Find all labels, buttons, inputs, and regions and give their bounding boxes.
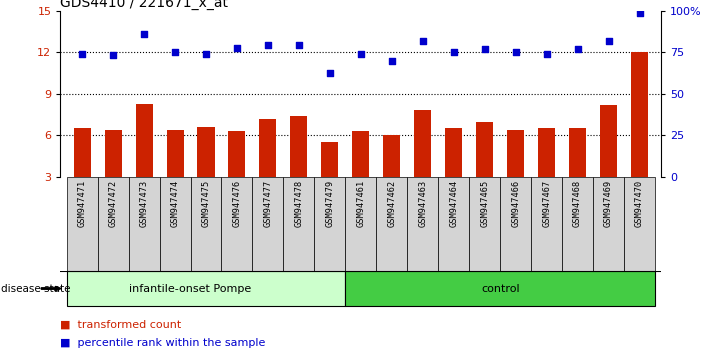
Bar: [166, 130, 183, 177]
Point: [417, 38, 429, 44]
Bar: [198, 127, 215, 177]
Bar: [74, 129, 90, 177]
Text: control: control: [481, 284, 520, 293]
Text: GSM947462: GSM947462: [387, 180, 396, 227]
Bar: [624, 177, 655, 271]
Text: GSM947475: GSM947475: [201, 180, 210, 227]
Point: [324, 70, 336, 76]
Bar: [191, 177, 221, 271]
Bar: [415, 110, 432, 177]
Bar: [445, 129, 462, 177]
Text: ■  transformed count: ■ transformed count: [60, 319, 182, 330]
Bar: [376, 177, 407, 271]
Bar: [501, 177, 531, 271]
Text: GSM947474: GSM947474: [171, 180, 179, 227]
Bar: [631, 52, 648, 177]
Text: disease state: disease state: [1, 284, 71, 293]
Bar: [469, 177, 501, 271]
Text: GSM947461: GSM947461: [356, 180, 365, 227]
Text: GSM947467: GSM947467: [542, 180, 551, 227]
Point: [231, 45, 242, 51]
Bar: [252, 177, 284, 271]
Bar: [353, 131, 369, 177]
Text: GSM947472: GSM947472: [109, 180, 117, 227]
Text: GSM947469: GSM947469: [604, 180, 613, 227]
Text: GSM947463: GSM947463: [418, 180, 427, 227]
Point: [107, 52, 119, 58]
Bar: [129, 177, 159, 271]
Bar: [159, 177, 191, 271]
Text: GSM947470: GSM947470: [635, 180, 644, 227]
Point: [479, 47, 491, 52]
Text: GSM947465: GSM947465: [480, 180, 489, 227]
Text: ■  percentile rank within the sample: ■ percentile rank within the sample: [60, 338, 266, 348]
Bar: [346, 271, 655, 306]
Point: [262, 42, 274, 48]
Bar: [600, 105, 617, 177]
Point: [139, 32, 150, 37]
Bar: [321, 142, 338, 177]
Text: GSM947471: GSM947471: [77, 180, 87, 227]
Point: [76, 51, 87, 56]
Text: GSM947468: GSM947468: [573, 180, 582, 227]
Point: [603, 38, 614, 44]
Text: infantile-onset Pompe: infantile-onset Pompe: [129, 284, 252, 293]
Bar: [136, 103, 153, 177]
Bar: [538, 129, 555, 177]
Text: GSM947478: GSM947478: [294, 180, 304, 227]
Bar: [507, 130, 524, 177]
Text: GSM947479: GSM947479: [326, 180, 334, 227]
Point: [572, 47, 583, 52]
Text: GSM947464: GSM947464: [449, 180, 458, 227]
Bar: [346, 177, 376, 271]
Bar: [221, 177, 252, 271]
Bar: [97, 177, 129, 271]
Point: [293, 42, 304, 48]
Bar: [562, 177, 593, 271]
Bar: [476, 121, 493, 177]
Point: [356, 51, 367, 56]
Point: [448, 50, 459, 55]
Bar: [67, 177, 97, 271]
Point: [386, 58, 397, 63]
Bar: [531, 177, 562, 271]
Bar: [105, 130, 122, 177]
Bar: [67, 271, 346, 306]
Point: [169, 50, 181, 55]
Text: GDS4410 / 221671_x_at: GDS4410 / 221671_x_at: [60, 0, 228, 10]
Point: [541, 51, 552, 56]
Bar: [438, 177, 469, 271]
Bar: [593, 177, 624, 271]
Bar: [314, 177, 346, 271]
Bar: [383, 135, 400, 177]
Text: GSM947473: GSM947473: [139, 180, 149, 227]
Bar: [260, 119, 277, 177]
Bar: [284, 177, 314, 271]
Point: [634, 11, 646, 16]
Point: [510, 50, 521, 55]
Text: GSM947466: GSM947466: [511, 180, 520, 227]
Text: GSM947476: GSM947476: [232, 180, 242, 227]
Text: GSM947477: GSM947477: [264, 180, 272, 227]
Bar: [290, 116, 307, 177]
Bar: [407, 177, 438, 271]
Point: [201, 51, 212, 56]
Bar: [569, 129, 586, 177]
Bar: [228, 131, 245, 177]
